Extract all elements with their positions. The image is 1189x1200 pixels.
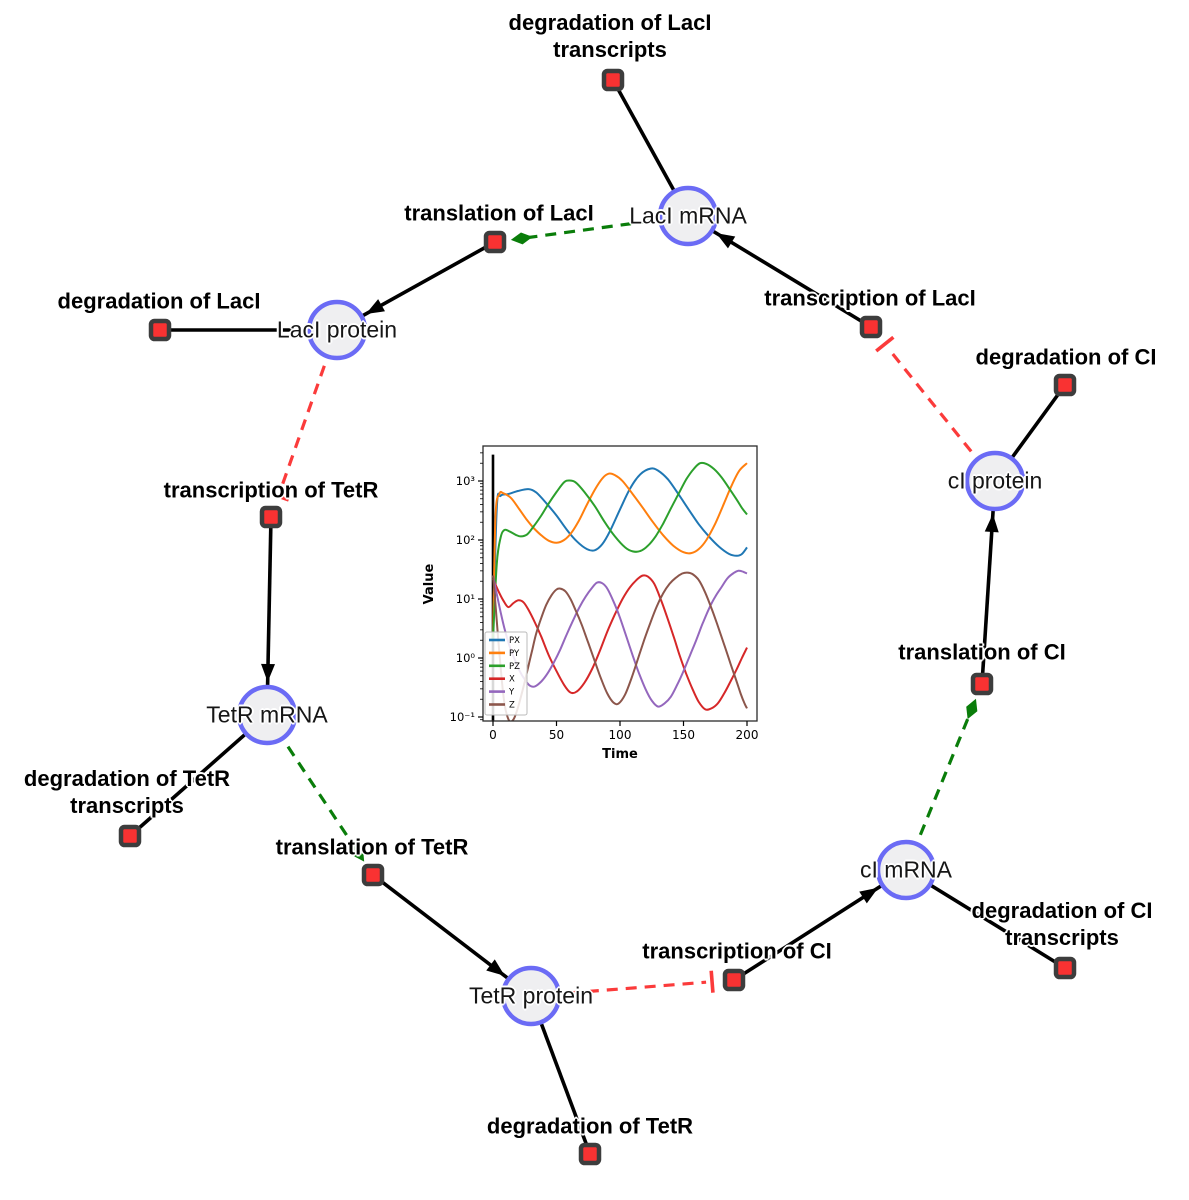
inhibition-bar-icon <box>875 335 895 353</box>
x-tick-label: 150 <box>672 728 695 742</box>
edge-consumption-cI_mRNA-deg_cI_tx <box>905 868 1066 970</box>
series-line-X <box>492 574 748 711</box>
edge-production-tc_tetR-tetR_mRNA <box>261 516 276 716</box>
x-tick-label: 100 <box>609 728 632 742</box>
arrowhead-icon <box>859 887 879 904</box>
inset-chart: 0 50 100 150 20010⁻¹10⁰10¹10²10³TimeValuePXP… <box>422 445 759 762</box>
diamond-arrowhead-icon <box>352 843 365 862</box>
chart-legend: PX PY PZ XYZ <box>484 631 528 716</box>
species-node-tetR_mRNA[interactable] <box>236 684 298 746</box>
reaction-node-tc_lacI[interactable] <box>859 315 883 339</box>
edge-production-tc_cI-cI_mRNA <box>733 868 907 982</box>
legend-entry-label: PY <box>509 649 520 659</box>
reaction-node-deg_cI_tx[interactable] <box>1053 956 1077 980</box>
edge-production-tl_tetR-tetR_protein <box>371 873 533 998</box>
reaction-node-tl_tetR[interactable] <box>361 863 385 887</box>
legend-entry-label: Y <box>508 688 515 698</box>
edge-production-tc_lacI-lacI_mRNA <box>687 214 872 329</box>
edge-production-tl_cI-cI_protein <box>980 480 999 685</box>
legend-entry-label: PX <box>509 636 520 646</box>
arrowhead-icon <box>365 299 385 314</box>
reaction-node-tc_tetR[interactable] <box>259 505 283 529</box>
series-line-Y <box>492 569 748 708</box>
reaction-node-deg_cI[interactable] <box>1053 373 1077 397</box>
y-tick-label: 10⁰ <box>456 651 476 665</box>
species-node-cI_mRNA[interactable] <box>875 839 937 901</box>
x-tick-label: 200 <box>736 728 759 742</box>
x-tick-label: 0 <box>489 728 497 742</box>
y-tick-label: 10³ <box>456 474 476 488</box>
series-line-PZ <box>492 461 748 641</box>
legend-entry-label: PZ <box>509 662 520 672</box>
legend-box <box>484 631 528 716</box>
x-tick-label: 50 <box>549 728 564 742</box>
plot-area <box>491 454 748 721</box>
arrowhead-icon <box>261 663 276 683</box>
reaction-node-deg_tetR[interactable] <box>578 1142 602 1166</box>
y-tick-label: 10⁻¹ <box>450 710 475 724</box>
diamond-arrowhead-icon <box>510 232 533 245</box>
arrowhead-icon <box>486 959 505 976</box>
edge-consumption-tetR_mRNA-deg_tetR_tx <box>128 713 269 838</box>
legend-entry-label: X <box>509 675 515 685</box>
edge-layer <box>128 79 1067 1155</box>
y-axis-title: Value <box>422 563 437 604</box>
y-tick-label: 10² <box>456 533 475 547</box>
reaction-node-tl_lacI[interactable] <box>483 230 507 254</box>
diamond-arrowhead-icon <box>966 698 978 720</box>
reaction-node-deg_lacI_tx[interactable] <box>601 68 625 92</box>
species-node-lacI_protein[interactable] <box>306 299 368 361</box>
series-line-Z <box>492 571 748 721</box>
series-line-PY <box>492 462 748 641</box>
arrowhead-icon <box>984 513 999 533</box>
x-axis-title: Time <box>602 747 638 762</box>
inhibition-bar-icon <box>709 970 715 993</box>
legend-entry-label: Z <box>509 701 515 711</box>
reaction-node-deg_lacI[interactable] <box>148 318 172 342</box>
reaction-node-tc_cI[interactable] <box>722 968 746 992</box>
inhibition-bar-icon <box>267 490 290 502</box>
node-layer <box>118 68 1077 1166</box>
species-node-tetR_protein[interactable] <box>500 965 562 1027</box>
arrowhead-icon <box>716 233 736 249</box>
reaction-node-deg_tetR_tx[interactable] <box>118 824 142 848</box>
species-node-cI_protein[interactable] <box>964 450 1026 512</box>
y-tick-label: 10¹ <box>456 592 475 606</box>
species-node-lacI_mRNA[interactable] <box>657 185 719 247</box>
reaction-node-tl_cI[interactable] <box>970 672 994 696</box>
